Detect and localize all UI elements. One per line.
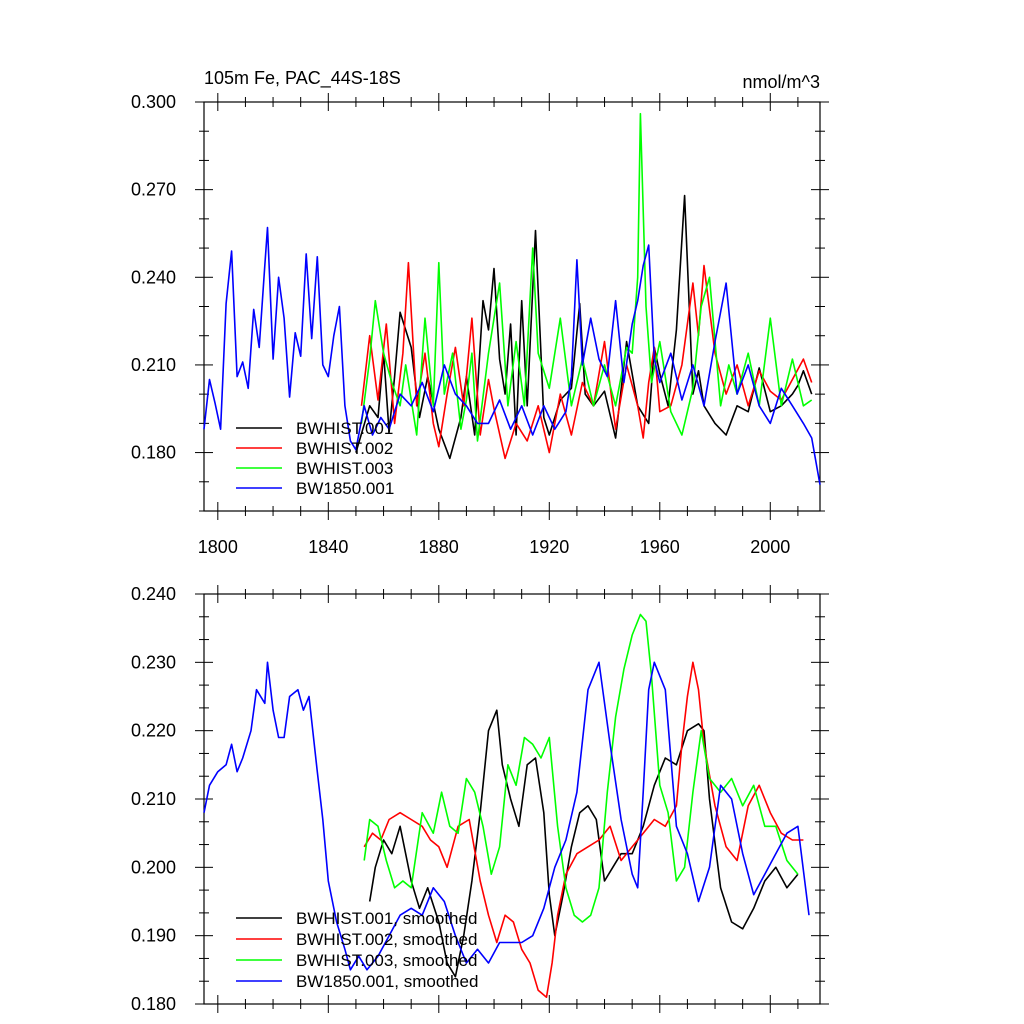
y-tick-label: 0.230 [131, 652, 176, 672]
bottom-panel: 0.180 0.190 0.200 0.210 0.220 0.230 0.240 BWHI… [131, 584, 829, 1014]
legend-label: BWHIST.002 [296, 439, 393, 458]
legend-label: BWHIST.001 [296, 419, 393, 438]
x-tick-label: 1800 [198, 537, 238, 557]
series-line-3 [203, 226, 821, 485]
y-tick-label: 0.180 [131, 994, 176, 1014]
series-line-0 [368, 709, 799, 978]
y-tick-label: 0.240 [131, 267, 176, 287]
series-line-3 [203, 661, 810, 971]
y-tick-label: 0.180 [131, 443, 176, 463]
axis-ticks: 1800 1840 1880 1920 1960 2000 0.180 0.210 0.240 0… [131, 92, 829, 557]
y-tick-label: 0.220 [131, 721, 176, 741]
legend: BWHIST.001, smoothed BWHIST.002, smoothed… [236, 909, 478, 991]
y-tick-label: 0.190 [131, 926, 176, 946]
legend-label: BWHIST.003 [296, 459, 393, 478]
x-tick-label: 1880 [419, 537, 459, 557]
x-tick-label: 1960 [640, 537, 680, 557]
top-panel: 105m Fe, PAC_44S-18S nmol/m^3 1800 1840 18… [131, 68, 829, 557]
y-tick-label: 0.210 [131, 355, 176, 375]
legend-label: BW1850.001 [296, 479, 394, 498]
legend-label: BWHIST.002, smoothed [296, 930, 477, 949]
axis-ticks: 0.180 0.190 0.200 0.210 0.220 0.230 0.240 [131, 584, 829, 1014]
legend-label: BWHIST.003, smoothed [296, 951, 477, 970]
y-tick-label: 0.300 [131, 92, 176, 112]
series-line-2 [360, 112, 813, 442]
x-tick-label: 1840 [308, 537, 348, 557]
plot-lines [203, 112, 821, 485]
y-tick-label: 0.270 [131, 180, 176, 200]
legend-label: BWHIST.001, smoothed [296, 909, 477, 928]
legend-label: BW1850.001, smoothed [296, 972, 478, 991]
y-tick-label: 0.240 [131, 584, 176, 604]
x-tick-label: 2000 [750, 537, 790, 557]
units-label: nmol/m^3 [743, 72, 820, 92]
plot-lines [203, 613, 810, 999]
y-tick-label: 0.200 [131, 857, 176, 877]
series-line-2 [363, 613, 799, 923]
x-tick-label: 1920 [529, 537, 569, 557]
chart-title: 105m Fe, PAC_44S-18S [204, 68, 401, 89]
y-tick-label: 0.210 [131, 789, 176, 809]
